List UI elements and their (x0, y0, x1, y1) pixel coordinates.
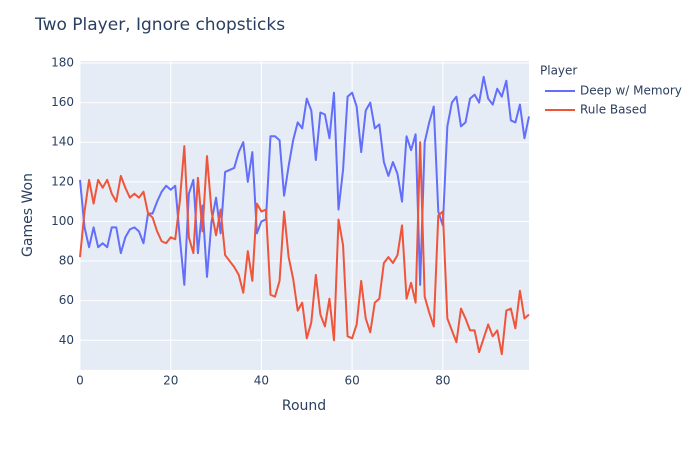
grid (79, 61, 529, 370)
series-line (79, 75, 530, 286)
x-axis-title: Round (282, 398, 326, 414)
y-tick-label: 160 (51, 95, 74, 109)
chart-title: Two Player, Ignore chopsticks (34, 15, 285, 35)
x-tick-label: 60 (344, 374, 359, 388)
lines (79, 75, 530, 356)
y-tick-label: 60 (59, 293, 74, 307)
x-tick-label: 40 (254, 374, 269, 388)
x-tick-label: 80 (435, 374, 450, 388)
y-tick-label: 40 (59, 333, 74, 347)
y-axis-title: Games Won (20, 173, 36, 257)
y-tick-label: 80 (59, 254, 74, 268)
y-tick-label: 140 (51, 135, 74, 149)
x-tick-label: 20 (163, 374, 178, 388)
legend-title: Player (540, 64, 577, 78)
legend-label: Rule Based (580, 103, 647, 117)
x-tick-label: 0 (76, 374, 84, 388)
y-tick-label: 120 (51, 174, 74, 188)
legend-label: Deep w/ Memory (580, 84, 682, 98)
y-tick-label: 100 (51, 214, 74, 228)
series-line (79, 141, 530, 356)
y-tick-label: 180 (51, 55, 74, 69)
